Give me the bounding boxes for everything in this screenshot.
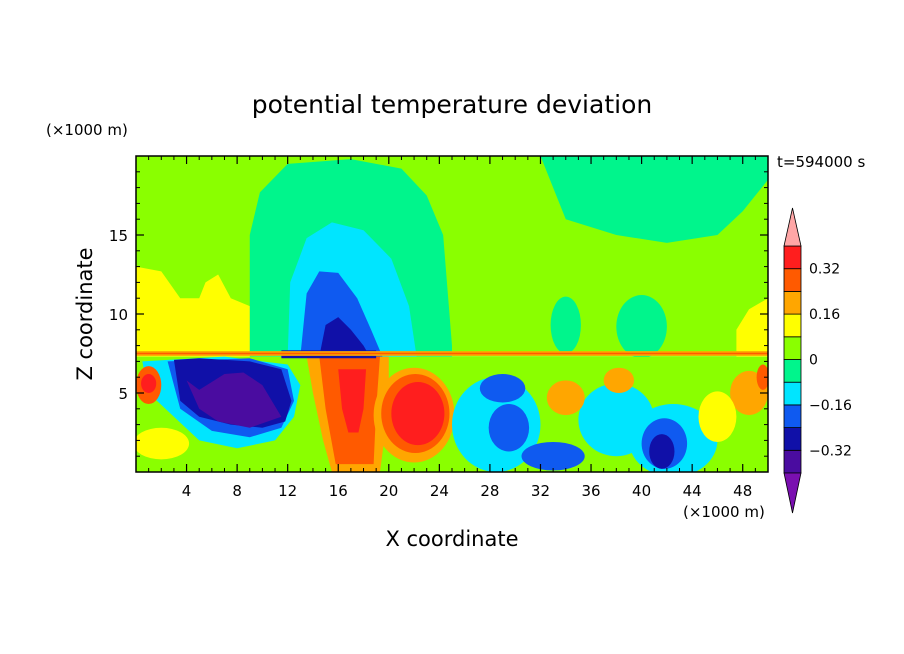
x-tick-label: 12 bbox=[278, 482, 297, 500]
time-label: t=594000 s bbox=[777, 153, 865, 171]
contour-region bbox=[546, 380, 585, 416]
colorbar-segment bbox=[783, 404, 802, 428]
y-tick-label: 5 bbox=[118, 385, 128, 403]
contour-region bbox=[550, 296, 581, 354]
contour-region bbox=[736, 298, 768, 357]
contour-region bbox=[391, 381, 445, 446]
x-tick-label: 8 bbox=[232, 482, 242, 500]
y-axis: 5 10 15 bbox=[109, 171, 768, 457]
colorbar-segment bbox=[783, 449, 802, 474]
contour-region bbox=[756, 364, 768, 390]
x-tick-label: 40 bbox=[632, 482, 651, 500]
x-tick-label: 32 bbox=[531, 482, 550, 500]
colorbar-segment bbox=[783, 268, 802, 292]
colorbar-segment bbox=[783, 290, 802, 315]
colorbar-segment bbox=[783, 245, 802, 270]
x-axis-label: X coordinate bbox=[385, 527, 518, 551]
contour-region bbox=[136, 427, 190, 460]
x-axis-unit: (×1000 m) bbox=[683, 503, 765, 521]
x-tick-label: 36 bbox=[581, 482, 600, 500]
contour-fill bbox=[136, 156, 768, 472]
colorbar-tick-label: 0 bbox=[809, 353, 818, 369]
contour-region bbox=[479, 374, 526, 403]
y-axis-unit: (×1000 m) bbox=[46, 121, 128, 139]
y-axis-label: Z coordinate bbox=[73, 247, 97, 380]
x-tick-label: 28 bbox=[480, 482, 499, 500]
contour-region bbox=[649, 434, 675, 469]
colorbar-tick-label: 0.32 bbox=[809, 262, 840, 278]
x-tick-label: 16 bbox=[329, 482, 348, 500]
colorbar-tick-label: −0.16 bbox=[809, 398, 852, 414]
x-tick-label: 20 bbox=[379, 482, 398, 500]
contour-region bbox=[319, 317, 370, 357]
colorbar-min-arrow bbox=[783, 472, 802, 514]
y-tick-label: 10 bbox=[109, 306, 128, 324]
contour-region bbox=[603, 367, 635, 393]
chart-title: potential temperature deviation bbox=[252, 90, 652, 119]
x-tick-label: 24 bbox=[430, 482, 449, 500]
x-axis: 4 8 12 16 20 24 28 32 36 40 44 48 bbox=[148, 156, 756, 500]
contour-region bbox=[186, 372, 282, 428]
colorbar: 0.32 0.16 0 −0.16 −0.32 bbox=[783, 207, 852, 514]
x-tick-label: 48 bbox=[733, 482, 752, 500]
colorbar-segment bbox=[783, 359, 802, 383]
contour-region bbox=[338, 369, 367, 433]
contour-region bbox=[488, 404, 530, 452]
x-tick-label: 4 bbox=[182, 482, 192, 500]
contour-region bbox=[616, 295, 667, 359]
colorbar-segment bbox=[783, 313, 802, 338]
y-tick-label: 15 bbox=[109, 227, 128, 245]
colorbar-max-arrow bbox=[783, 207, 802, 247]
x-tick-label: 44 bbox=[683, 482, 702, 500]
contour-region bbox=[136, 352, 768, 355]
colorbar-segment bbox=[783, 427, 802, 451]
contour-region bbox=[136, 266, 276, 357]
colorbar-segment bbox=[783, 381, 802, 406]
contour-region bbox=[521, 441, 585, 471]
colorbar-tick-label: −0.32 bbox=[809, 443, 852, 459]
contour-region bbox=[141, 374, 157, 393]
colorbar-segment bbox=[783, 336, 802, 360]
colorbar-tick-label: 0.16 bbox=[809, 307, 840, 323]
contour-region bbox=[698, 391, 737, 442]
contour-region bbox=[300, 271, 383, 357]
contour-region bbox=[540, 156, 768, 243]
